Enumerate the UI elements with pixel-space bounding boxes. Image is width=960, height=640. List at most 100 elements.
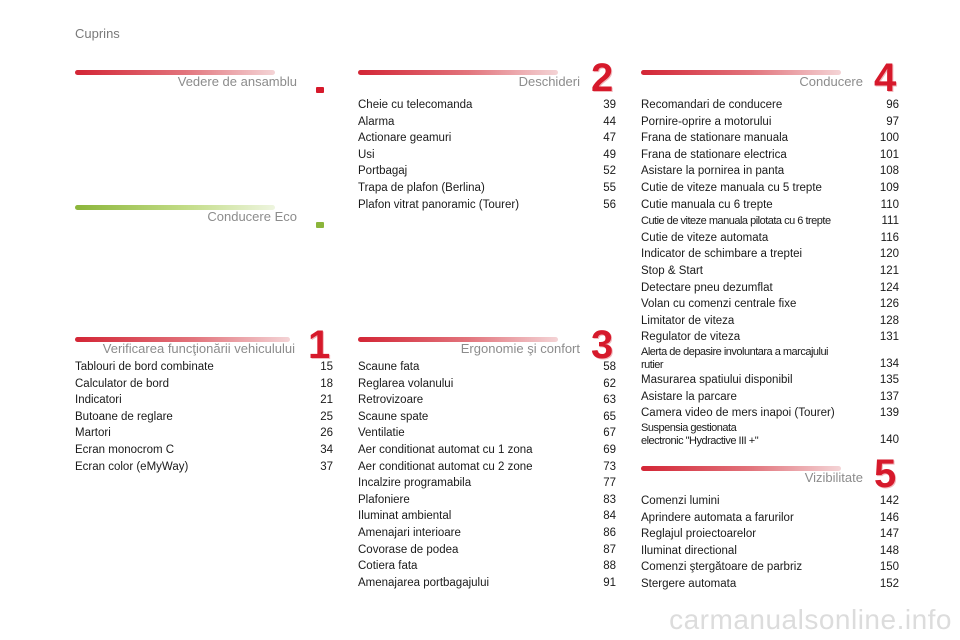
- toc-entry-title: Stergere automata: [641, 577, 737, 590]
- toc-entry-title: Scaune spate: [358, 410, 429, 423]
- toc-entry[interactable]: Alerta de depasire involuntara a marcaju…: [641, 346, 899, 372]
- toc-entry[interactable]: Ecran color (eMyWay) 37: [75, 459, 333, 476]
- toc-entry-page: 126: [879, 298, 899, 311]
- toc-entry-page: 108: [879, 165, 899, 178]
- toc-entry[interactable]: Comenzi lumini 142: [641, 493, 899, 510]
- toc-entry[interactable]: Suspensia gestionata electronic "Hydract…: [641, 422, 899, 448]
- section-title: Vizibilitate: [804, 470, 863, 485]
- section-header-eco: Conducere Eco: [75, 201, 297, 231]
- toc-entry[interactable]: Frana de stationare electrica 101: [641, 147, 899, 164]
- toc-entry[interactable]: Scaune spate 65: [358, 409, 616, 426]
- toc-entry-page: 96: [886, 99, 899, 111]
- toc-entry-page: 146: [879, 511, 899, 524]
- toc-entry[interactable]: Stop & Start 121: [641, 263, 899, 280]
- toc-entry[interactable]: Pornire-oprire a motorului 97: [641, 114, 899, 131]
- toc-entry[interactable]: Asistare la parcare 137: [641, 389, 899, 406]
- toc-entry[interactable]: Plafoniere 83: [358, 492, 616, 509]
- toc-entry[interactable]: Retrovizoare 63: [358, 392, 616, 409]
- toc-entry[interactable]: Usi 49: [358, 147, 616, 164]
- toc-entry[interactable]: Cutie manuala cu 6 trepte 110: [641, 197, 899, 214]
- toc-entry-page: 73: [603, 460, 616, 473]
- header-bar: [358, 337, 558, 342]
- toc-entry[interactable]: Covorase de podea 87: [358, 542, 616, 559]
- toc-entry-page: 26: [320, 427, 333, 440]
- toc-entry[interactable]: Incalzire programabila 77: [358, 475, 616, 492]
- toc-entry-page: 140: [879, 433, 899, 446]
- toc-entry[interactable]: Asistare la pornirea in panta 108: [641, 163, 899, 180]
- toc-entry[interactable]: Cutie de viteze manuala pilotata cu 6 tr…: [641, 213, 899, 230]
- toc-entry-page: 77: [603, 477, 616, 490]
- toc-entry-title: Incalzire programabila: [358, 477, 472, 490]
- toc-entry[interactable]: Iluminat directional 148: [641, 543, 899, 560]
- toc-entry[interactable]: Scaune fata 58: [358, 359, 616, 376]
- toc-entry[interactable]: Stergere automata 152: [641, 576, 899, 593]
- toc-deschideri: Cheie cu telecomanda 39 Alarma 44 Actionare …: [358, 97, 616, 213]
- toc-entry-title: Asistare la pornirea in panta: [641, 165, 785, 178]
- toc-entry-title: Limitator de viteza: [641, 314, 735, 327]
- toc-entry-title: Camera video de mers inapoi (Tourer): [641, 407, 835, 420]
- toc-entry-page: 52: [603, 165, 616, 178]
- toc-entry[interactable]: Ventilatie 67: [358, 425, 616, 442]
- toc-entry[interactable]: Aer conditionat automat cu 1 zona 69: [358, 442, 616, 459]
- toc-entry[interactable]: Calculator de bord 18: [75, 376, 333, 393]
- toc-entry[interactable]: Masurarea spatiului disponibil 135: [641, 372, 899, 389]
- toc-entry-title: Stop & Start: [641, 264, 704, 277]
- toc-entry[interactable]: Comenzi ştergătoare de parbriz 150: [641, 559, 899, 576]
- toc-entry[interactable]: Portbagaj 52: [358, 163, 616, 180]
- toc-entry[interactable]: Cotiera fata 88: [358, 558, 616, 575]
- toc-entry-title: Regulator de viteza: [641, 331, 741, 344]
- toc-entry-page: 65: [603, 410, 616, 423]
- toc-entry-page: 86: [603, 526, 616, 539]
- toc-entry-page: 110: [880, 198, 899, 211]
- toc-entry[interactable]: Butoane de reglare 25: [75, 409, 333, 426]
- toc-entry[interactable]: Amenajarea portbagajului 91: [358, 575, 616, 592]
- toc-entry[interactable]: Reglajul proiectoarelor 147: [641, 526, 899, 543]
- toc-entry[interactable]: Cheie cu telecomanda 39: [358, 97, 616, 114]
- toc-entry[interactable]: Alarma 44: [358, 114, 616, 131]
- section-number-badge: 4: [874, 56, 897, 100]
- header-bar: [641, 466, 841, 471]
- toc-entry[interactable]: Camera video de mers inapoi (Tourer) 139: [641, 405, 899, 422]
- toc-entry[interactable]: Amenajari interioare 86: [358, 525, 616, 542]
- toc-entry-page: 134: [879, 357, 899, 370]
- toc-entry[interactable]: Cutie de viteze manuala cu 5 trepte 109: [641, 180, 899, 197]
- toc-entry[interactable]: Reglarea volanului 62: [358, 376, 616, 393]
- toc-entry[interactable]: Trapa de plafon (Berlina) 55: [358, 180, 616, 197]
- header-bar: [641, 70, 841, 75]
- toc-entry[interactable]: Actionare geamuri 47: [358, 130, 616, 147]
- toc-entry-page: 131: [879, 331, 899, 344]
- toc-entry[interactable]: Recomandari de conducere 96: [641, 97, 899, 114]
- toc-entry-title: Trapa de plafon (Berlina): [358, 181, 485, 194]
- toc-entry[interactable]: Cutie de viteze automata 116: [641, 230, 899, 247]
- toc-entry[interactable]: Limitator de viteza 128: [641, 313, 899, 330]
- section-header-verificarea: Verificarea funcţionării vehiculului: [75, 333, 295, 363]
- toc-entry-page: 39: [603, 99, 616, 111]
- toc-entry[interactable]: Frana de stationare manuala 100: [641, 130, 899, 147]
- section-marker-dot: [316, 222, 324, 228]
- toc-entry[interactable]: Aer conditionat automat cu 2 zone 73: [358, 459, 616, 476]
- toc-entry[interactable]: Iluminat ambiental 84: [358, 508, 616, 525]
- toc-entry-title: Plafon vitrat panoramic (Tourer): [358, 198, 520, 211]
- toc-entry-page: 111: [881, 215, 899, 228]
- toc-entry[interactable]: Tablouri de bord combinate 15: [75, 359, 333, 376]
- toc-entry[interactable]: Martori 26: [75, 425, 333, 442]
- toc-entry[interactable]: Indicator de schimbare a treptei 120: [641, 246, 899, 263]
- toc-entry[interactable]: Aprindere automata a farurilor 146: [641, 510, 899, 527]
- toc-entry[interactable]: Volan cu comenzi centrale fixe 126: [641, 296, 899, 313]
- toc-entry[interactable]: Ecran monocrom C 34: [75, 442, 333, 459]
- toc-entry-title: Ecran color (eMyWay): [75, 460, 189, 473]
- toc-entry-title: Indicator de schimbare a treptei: [641, 248, 803, 261]
- toc-entry[interactable]: Indicatori 21: [75, 392, 333, 409]
- toc-entry-page: 56: [603, 198, 616, 211]
- toc-entry-title: Martori: [75, 427, 111, 440]
- section-marker-dot: [316, 87, 324, 93]
- toc-entry-page: 147: [879, 528, 899, 541]
- toc-entry[interactable]: Plafon vitrat panoramic (Tourer) 56: [358, 197, 616, 214]
- toc-entry-page: 101: [879, 148, 899, 161]
- toc-entry[interactable]: Detectare pneu dezumflat 124: [641, 280, 899, 297]
- toc-entry-title: Ecran monocrom C: [75, 443, 175, 456]
- toc-entry-page: 124: [879, 281, 899, 294]
- toc-entry[interactable]: Regulator de viteza 131: [641, 329, 899, 346]
- toc-entry-page: 116: [880, 231, 899, 244]
- section-number-badge: 2: [591, 56, 614, 100]
